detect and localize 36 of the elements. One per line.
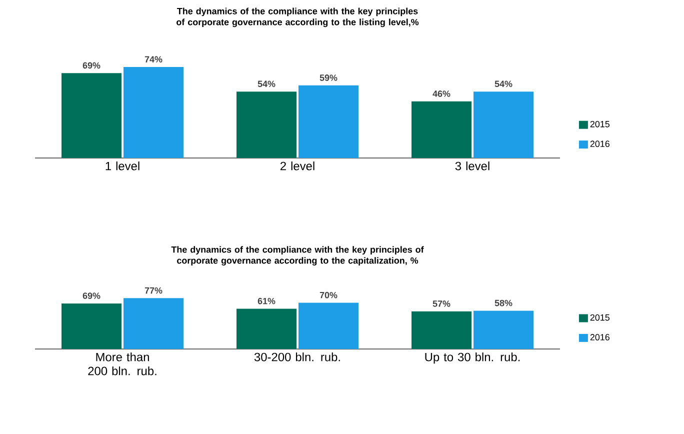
x-tick-label: 30-200 bln. rub.: [254, 352, 340, 362]
data-label: 58%: [494, 300, 512, 306]
bar: [236, 308, 297, 349]
data-label: 74%: [144, 56, 162, 62]
bar: [62, 303, 122, 349]
x-tick-label: 1 level: [106, 162, 140, 170]
bar: [412, 311, 472, 349]
bar: [412, 101, 472, 158]
data-label: 70%: [320, 292, 338, 298]
data-label: 69%: [82, 292, 100, 299]
bar: [236, 92, 297, 158]
x-tick-label: More than 200 bln. rub.: [88, 352, 156, 376]
legend-label: 2015: [590, 314, 610, 321]
bar: [474, 310, 534, 349]
data-label: 61%: [258, 298, 276, 304]
bar: [124, 298, 184, 349]
legend-label: 2016: [590, 140, 610, 148]
chart-title: The dynamics of the compliance with the key principles of corporate governance according to the listing level,%: [176, 8, 419, 28]
x-tick-label: 2 level: [280, 162, 314, 170]
data-label: 77%: [144, 287, 162, 294]
legend-label: 2015: [590, 120, 610, 128]
data-label: 57%: [432, 300, 450, 307]
bar: [474, 92, 534, 158]
data-label: 54%: [258, 80, 276, 88]
data-label: 59%: [320, 74, 338, 81]
bar: [298, 85, 359, 158]
x-tick-label: Up to 30 bln. rub.: [425, 352, 520, 364]
data-label: 46%: [432, 90, 450, 97]
bar: [298, 302, 359, 349]
data-label: 69%: [82, 62, 100, 69]
bar: [124, 66, 184, 158]
legend-label: 2016: [590, 334, 610, 340]
data-label: 54%: [494, 80, 512, 88]
x-tick-label: 3 level: [455, 162, 490, 170]
chart-title: The dynamics of the compliance with the key principles of corporate governance according to the capitalization, %: [171, 246, 424, 266]
bar: [62, 73, 122, 158]
